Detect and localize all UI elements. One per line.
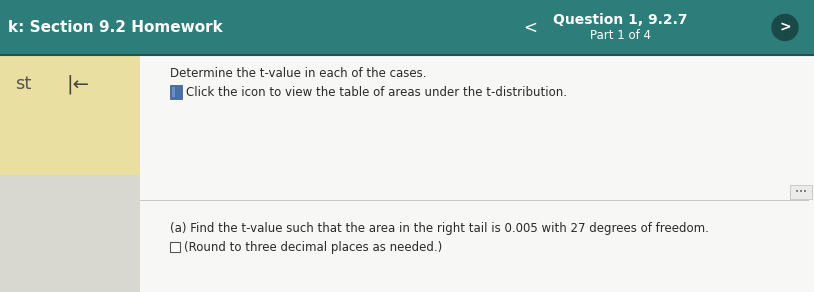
Text: >: > (779, 20, 791, 34)
Bar (170, 85, 182, 99)
Text: Determine the t-value in each of the cases.: Determine the t-value in each of the cas… (170, 67, 427, 80)
Text: (Round to three decimal places as needed.): (Round to three decimal places as needed… (184, 241, 442, 253)
Text: Question 1, 9.2.7: Question 1, 9.2.7 (553, 13, 687, 27)
Bar (140, 55, 814, 292)
Text: |←: |← (67, 75, 90, 95)
Text: k: Section 9.2 Homework: k: Section 9.2 Homework (8, 20, 223, 35)
Bar (170, 242, 180, 252)
Circle shape (772, 15, 798, 41)
Bar (172, 87, 175, 97)
Text: (a) Find the t-value such that the area in the right tail is 0.005 with 27 degre: (a) Find the t-value such that the area … (170, 222, 709, 235)
Text: •••: ••• (795, 189, 807, 195)
Bar (790, 185, 812, 199)
Text: <: < (523, 18, 537, 36)
Bar (0, 0, 814, 55)
Text: Part 1 of 4: Part 1 of 4 (589, 29, 650, 42)
Text: Click the icon to view the table of areas under the t-distribution.: Click the icon to view the table of area… (186, 86, 567, 98)
Text: st: st (15, 75, 32, 93)
Bar (0, 55, 140, 292)
Bar (0, 55, 140, 175)
